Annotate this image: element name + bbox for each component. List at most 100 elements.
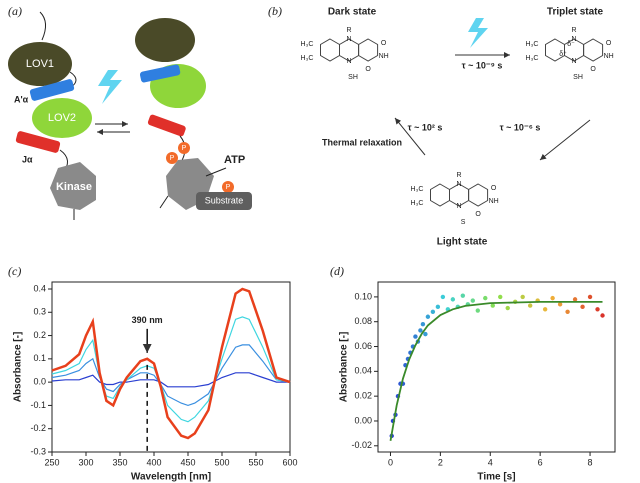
j-alpha-helix: [15, 131, 61, 153]
state-label: Light state: [437, 237, 488, 248]
data-point: [440, 294, 446, 300]
substrate-box: [196, 192, 252, 210]
atom-label: N: [572, 36, 577, 43]
spectrum-line: [51, 372, 290, 388]
atom-label: O: [491, 185, 497, 192]
data-point: [470, 298, 475, 303]
x-tick-label: 8: [588, 457, 593, 467]
a-alpha-label: A'α: [14, 94, 29, 104]
phosphate-label: P: [226, 184, 231, 191]
y-tick-label: 0.02: [354, 391, 372, 401]
y-tick-label: -0.1: [30, 400, 46, 410]
annotation-label: 390 nm: [132, 315, 163, 325]
atom-label: O: [475, 211, 481, 218]
reaction-arrow: [394, 117, 426, 156]
x-tick-label: 600: [282, 457, 297, 467]
x-tick-label: 2: [438, 457, 443, 467]
lov2-domain: [32, 98, 92, 138]
panel-label: (a): [8, 4, 22, 18]
y-tick-label: 0.08: [354, 316, 372, 326]
rate-label: τ ~ 10⁻⁶ s: [500, 122, 541, 132]
atom-label: H₃C: [300, 55, 313, 62]
data-point: [425, 314, 431, 319]
kinase-label: Kinase: [56, 181, 92, 193]
y-tick-label: -0.02: [351, 440, 372, 450]
panel-label: (b): [268, 4, 282, 18]
charge-label: δ⁺: [559, 51, 567, 58]
atom-label: NH: [489, 198, 499, 205]
data-point: [483, 295, 488, 301]
data-point: [580, 304, 585, 310]
atom-label: SH: [573, 74, 583, 81]
substrate-label: Substrate: [205, 195, 244, 205]
y-tick-label: -0.2: [30, 423, 46, 433]
phosphate-label: P: [182, 145, 187, 152]
y-tick-label: 0.0: [33, 377, 46, 387]
rate-label: τ ~ 10⁻⁹ s: [462, 60, 503, 70]
kinase-domain: [50, 162, 96, 210]
linker: [39, 11, 46, 41]
x-tick-label: 550: [248, 457, 263, 467]
atom-label: R: [572, 27, 577, 34]
atom-label: N: [572, 58, 577, 65]
lov1-label: LOV1: [26, 58, 54, 70]
atom-label: O: [606, 40, 612, 47]
atom-label: O: [381, 40, 387, 47]
y-tick-label: 0.04: [354, 366, 372, 376]
lov1-domain-lit: [135, 18, 195, 62]
data-point: [505, 305, 510, 311]
light-bolt: [98, 70, 122, 104]
atom-label: NH: [379, 53, 389, 60]
data-point: [450, 297, 456, 302]
y-tick-label: 0.3: [33, 307, 46, 317]
panel-label: (d): [330, 264, 344, 278]
data-point: [527, 303, 533, 308]
j-alpha-label: Jα: [22, 154, 33, 164]
data-point: [413, 334, 418, 339]
plot-frame: [51, 281, 291, 453]
atom-label: R: [457, 172, 462, 179]
y-axis-label: Absorbance [-]: [13, 332, 24, 403]
x-tick-label: 400: [146, 457, 161, 467]
y-tick-label: 0.2: [33, 330, 46, 340]
data-point: [498, 294, 503, 300]
process-label: Thermal relaxation: [322, 137, 402, 147]
atom-label: NH: [604, 53, 614, 60]
atom-label: H₃C: [300, 41, 313, 48]
binding-line: [205, 167, 227, 177]
ring: [430, 183, 450, 207]
data-point: [423, 331, 428, 337]
a-alpha-helix-lit: [139, 64, 181, 83]
atom-label: SH: [348, 74, 358, 81]
data-point: [587, 294, 593, 300]
x-tick-label: 500: [214, 457, 229, 467]
y-axis-label: Absorbance [-]: [339, 332, 350, 403]
y-tick-label: -0.3: [30, 446, 46, 456]
ring: [468, 183, 489, 207]
lov2-label: LOV2: [48, 112, 76, 124]
x-tick-label: 350: [112, 457, 127, 467]
data-point: [542, 307, 548, 312]
x-tick-label: 300: [78, 457, 93, 467]
ring: [320, 38, 340, 62]
x-tick-label: 250: [44, 457, 59, 467]
y-tick-label: 0.00: [354, 415, 372, 425]
atom-label: H₃C: [410, 200, 423, 207]
plot-frame: [377, 281, 616, 453]
reaction-arrow: [539, 119, 591, 161]
data-point: [600, 313, 605, 318]
x-tick-label: 4: [488, 457, 493, 467]
atom-label: H₃C: [525, 41, 538, 48]
panel-b: (b) Dark state Triplet state Light state…: [268, 4, 614, 248]
atom-label: O: [365, 66, 371, 73]
atom-label: O: [590, 66, 596, 73]
data-point: [435, 304, 441, 310]
ring: [583, 38, 604, 62]
atom-label: H₃C: [525, 55, 538, 62]
x-tick-label: 6: [538, 457, 543, 467]
x-tick-label: 450: [180, 457, 195, 467]
charge-label: δ⁻: [567, 41, 575, 48]
data-point: [420, 321, 426, 327]
spectrum-line: [51, 287, 291, 440]
atom-label: N: [347, 58, 352, 65]
